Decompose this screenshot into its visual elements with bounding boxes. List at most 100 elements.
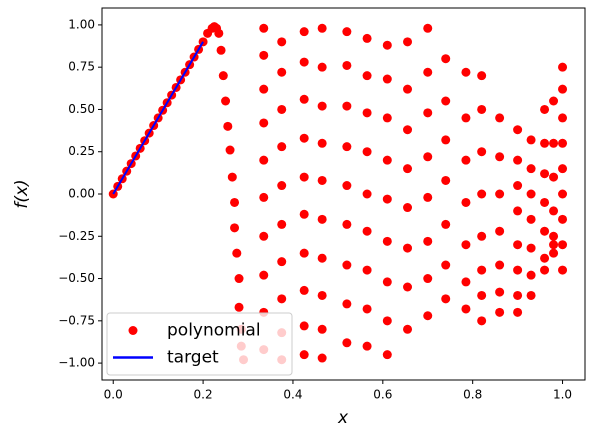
point: [403, 203, 413, 213]
point: [495, 189, 505, 199]
point: [362, 265, 372, 275]
point: [513, 240, 523, 250]
point: [423, 236, 433, 246]
point: [558, 138, 568, 148]
point: [259, 23, 269, 33]
y-tick-label: 1.00: [68, 17, 95, 31]
point: [299, 350, 309, 360]
x-tick-label: 0.0: [104, 388, 123, 402]
point: [230, 197, 240, 207]
point: [317, 253, 327, 263]
point: [317, 175, 327, 185]
point: [259, 231, 269, 241]
point: [526, 164, 536, 174]
point: [477, 265, 487, 275]
point: [382, 113, 392, 123]
point: [558, 265, 568, 275]
point: [495, 113, 505, 123]
point: [477, 231, 487, 241]
point: [403, 282, 413, 292]
point: [540, 226, 550, 236]
point: [299, 285, 309, 295]
point: [382, 277, 392, 287]
point: [277, 142, 287, 152]
point: [549, 231, 559, 241]
point: [277, 37, 287, 47]
point: [317, 23, 327, 33]
point: [362, 189, 372, 199]
point: [234, 302, 244, 312]
point: [441, 219, 451, 229]
point: [526, 189, 536, 199]
point: [342, 60, 352, 70]
point: [362, 147, 372, 157]
point: [225, 145, 235, 155]
point: [441, 175, 451, 185]
point: [526, 270, 536, 280]
point: [461, 304, 471, 314]
point: [216, 45, 226, 55]
point: [423, 311, 433, 321]
y-tick-label: −0.25: [58, 229, 95, 243]
point: [540, 169, 550, 179]
point: [259, 50, 269, 60]
point: [362, 108, 372, 118]
point: [495, 152, 505, 162]
point: [549, 96, 559, 106]
point: [441, 260, 451, 270]
point: [540, 253, 550, 263]
point: [277, 294, 287, 304]
point: [526, 214, 536, 224]
point: [477, 104, 487, 114]
y-axis-label: f(x): [12, 179, 32, 208]
point: [549, 172, 559, 182]
point: [218, 71, 228, 81]
point: [441, 135, 451, 145]
y-tick-label: 0.00: [68, 187, 95, 201]
point: [461, 240, 471, 250]
point: [540, 265, 550, 275]
point: [317, 101, 327, 111]
point: [495, 307, 505, 317]
point: [423, 67, 433, 77]
point: [382, 74, 392, 84]
x-tick-label: 0.8: [463, 388, 482, 402]
y-tick-label: 0.25: [68, 144, 95, 158]
point: [477, 290, 487, 300]
point: [549, 248, 559, 258]
y-tick-label: 0.75: [68, 60, 95, 74]
point: [299, 209, 309, 219]
point: [540, 104, 550, 114]
point: [513, 265, 523, 275]
point: [403, 84, 413, 94]
point: [513, 206, 523, 216]
legend-label: polynomial: [167, 321, 261, 341]
legend-box: [106, 312, 293, 376]
point: [558, 214, 568, 224]
point: [223, 121, 233, 131]
point: [558, 164, 568, 174]
point: [317, 62, 327, 72]
point: [513, 125, 523, 135]
point: [526, 243, 536, 253]
point: [495, 226, 505, 236]
point: [549, 206, 559, 216]
point: [342, 338, 352, 348]
point: [477, 147, 487, 157]
point: [317, 324, 327, 334]
x-axis-label: x: [337, 408, 349, 428]
point: [461, 197, 471, 207]
point: [277, 181, 287, 191]
point: [441, 294, 451, 304]
point: [317, 214, 327, 224]
point: [403, 37, 413, 47]
point: [423, 152, 433, 162]
point: [382, 236, 392, 246]
point: [317, 353, 327, 363]
point: [423, 108, 433, 118]
x-tick-label: 0.2: [194, 388, 213, 402]
point: [259, 270, 269, 280]
legend-label: target: [167, 348, 219, 368]
point: [461, 67, 471, 77]
point: [423, 23, 433, 33]
